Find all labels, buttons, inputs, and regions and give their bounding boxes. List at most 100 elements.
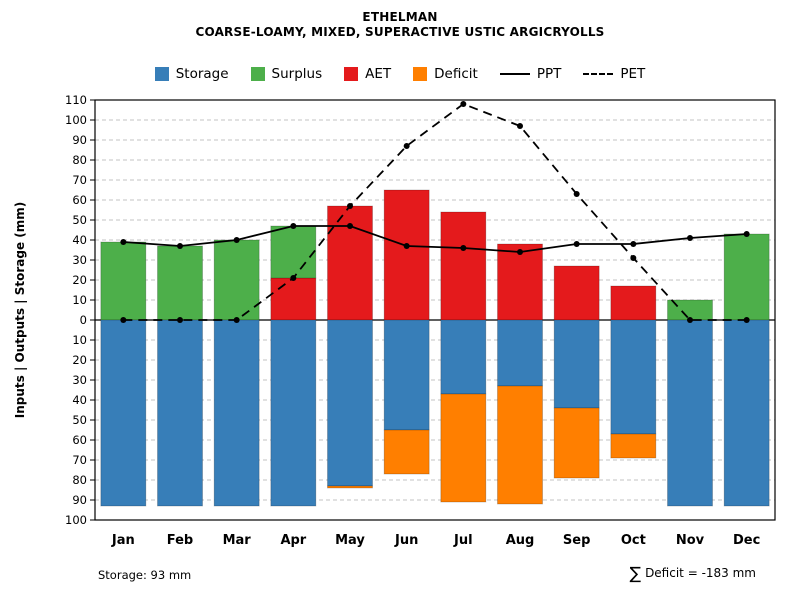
y-tick-label: 50 xyxy=(72,213,87,227)
point-pet xyxy=(177,317,183,323)
bar-storage-Dec xyxy=(723,319,770,507)
legend: Storage Surplus AET Deficit PPT PET xyxy=(0,66,800,82)
y-tick-label: 100 xyxy=(65,113,87,127)
bar-storage-Jan xyxy=(100,319,147,507)
bar-storage-Sep xyxy=(553,319,600,409)
point-pet xyxy=(573,191,580,197)
month-label: Aug xyxy=(506,533,535,548)
bar-storage-Aug xyxy=(497,319,543,387)
point-pet xyxy=(233,317,240,323)
legend-line-ppt-sample xyxy=(499,73,530,75)
bar-aet-Aug xyxy=(497,243,543,321)
point-pet xyxy=(347,203,353,209)
bar-surplus-Dec xyxy=(723,233,770,321)
y-tick-label: 20 xyxy=(72,353,87,367)
month-label: May xyxy=(335,533,365,548)
y-tick-label: 70 xyxy=(72,453,87,467)
month-label: Apr xyxy=(280,533,306,548)
bar-surplus-Apr xyxy=(270,225,317,279)
bar-storage-Apr xyxy=(270,319,317,507)
bar-storage-Jun xyxy=(383,319,430,431)
point-pet xyxy=(630,255,637,261)
y-tick-label: 30 xyxy=(72,253,87,267)
legend-item-deficit: Deficit xyxy=(413,66,478,82)
y-tick-label: 10 xyxy=(72,293,87,307)
point-ppt xyxy=(120,239,127,245)
line-ppt xyxy=(123,225,747,253)
point-pet xyxy=(743,317,750,323)
month-label: Oct xyxy=(621,533,646,548)
point-ppt xyxy=(687,235,693,241)
month-label: Mar xyxy=(223,533,252,548)
bar-aet-Jun xyxy=(383,189,430,321)
bar-storage-Mar xyxy=(213,319,260,507)
legend-item-pet: PET xyxy=(583,66,645,82)
month-label: Nov xyxy=(676,533,705,548)
plot-border xyxy=(94,99,776,521)
legend-label-pet: PET xyxy=(620,66,646,82)
month-label: Sep xyxy=(563,533,591,548)
point-pet xyxy=(460,101,467,107)
bar-surplus-Mar xyxy=(213,239,260,321)
chart-subtitle: COARSE-LOAMY, MIXED, SUPERACTIVE USTIC A… xyxy=(195,25,605,39)
point-ppt xyxy=(290,223,297,229)
bar-deficit-Jun xyxy=(383,429,430,475)
legend-item-surplus: Surplus xyxy=(250,66,323,82)
legend-swatch-deficit xyxy=(413,67,428,81)
y-axis-title: Inputs | Outputs | Storage (mm) xyxy=(13,202,27,419)
bar-deficit-Oct xyxy=(610,433,657,459)
month-label: Dec xyxy=(733,533,760,548)
y-tick-label: 60 xyxy=(72,193,87,207)
y-tick-label: 10 xyxy=(72,333,87,347)
bar-aet-Sep xyxy=(553,265,600,321)
y-tick-label: 40 xyxy=(72,233,87,247)
y-tick-label: 60 xyxy=(72,433,87,447)
point-ppt xyxy=(517,249,523,255)
point-ppt xyxy=(177,243,183,249)
y-tick-label: 70 xyxy=(72,173,87,187)
month-label: Jan xyxy=(111,533,135,548)
legend-item-storage: Storage xyxy=(154,66,229,82)
month-label: Jul xyxy=(453,533,473,548)
y-tick-label: 90 xyxy=(72,133,87,147)
y-tick-label: 80 xyxy=(72,473,87,487)
legend-label-surplus: Surplus xyxy=(271,66,323,82)
bar-storage-May xyxy=(327,319,373,487)
point-ppt xyxy=(743,231,750,237)
bar-storage-Nov xyxy=(667,319,713,507)
legend-item-aet: AET xyxy=(344,66,391,82)
month-label: Feb xyxy=(167,533,193,548)
point-pet xyxy=(290,275,297,281)
bar-surplus-Jan xyxy=(100,241,147,321)
point-pet xyxy=(517,123,523,129)
y-tick-label: 90 xyxy=(72,493,87,507)
legend-label-aet: AET xyxy=(365,66,392,82)
point-ppt xyxy=(460,245,467,251)
y-tick-label: 50 xyxy=(72,413,87,427)
point-pet xyxy=(120,317,127,323)
legend-label-storage: Storage xyxy=(175,66,229,82)
bar-storage-Oct xyxy=(610,319,657,435)
deficit-note-text: Deficit = -183 mm xyxy=(645,566,756,580)
bar-deficit-Sep xyxy=(553,407,600,479)
bar-aet-Jul xyxy=(440,211,487,321)
y-tick-label: 40 xyxy=(72,393,87,407)
y-tick-label: 30 xyxy=(72,373,87,387)
point-ppt xyxy=(403,243,410,249)
deficit-note: ∑ Deficit = -183 mm xyxy=(630,564,756,584)
line-pet xyxy=(123,102,747,321)
legend-swatch-aet xyxy=(344,67,359,81)
bar-storage-Jul xyxy=(440,319,487,395)
bar-aet-Oct xyxy=(610,285,657,321)
sigma-symbol: ∑ xyxy=(629,564,642,584)
legend-label-deficit: Deficit xyxy=(434,66,478,82)
legend-item-ppt: PPT xyxy=(499,66,561,82)
bar-deficit-Aug xyxy=(497,385,543,505)
bar-deficit-May xyxy=(327,485,373,489)
legend-line-pet-sample xyxy=(583,73,614,75)
bar-surplus-Feb xyxy=(157,245,203,321)
point-pet xyxy=(403,143,410,149)
legend-swatch-surplus xyxy=(250,67,265,81)
